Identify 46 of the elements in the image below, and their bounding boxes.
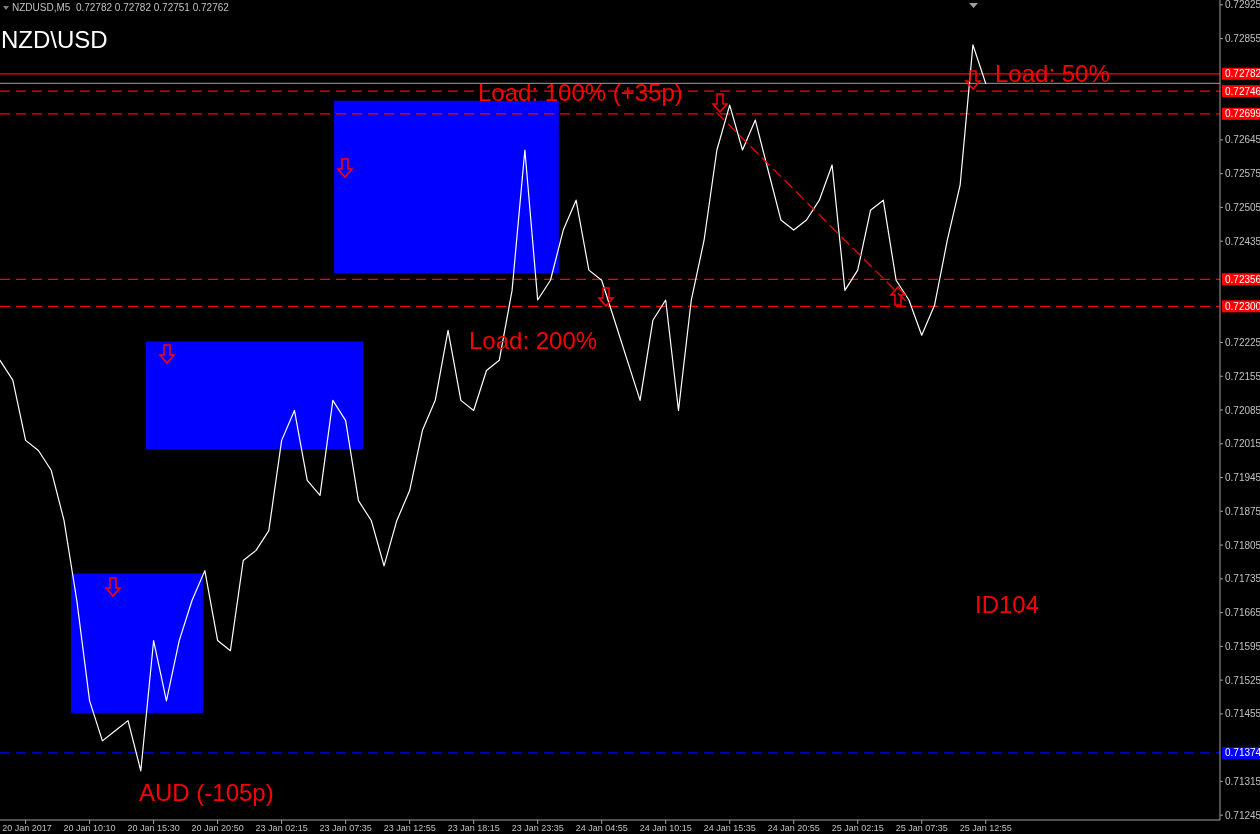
x-tick-label: 24 Jan 10:15 bbox=[639, 823, 692, 833]
x-tick-label: 20 Jan 20:50 bbox=[191, 823, 244, 833]
x-tick-label: 23 Jan 02:15 bbox=[255, 823, 308, 833]
ref-line-label: 0.71374 bbox=[1225, 747, 1260, 759]
x-tick-label: 20 Jan 15:30 bbox=[127, 823, 180, 833]
y-tick-label: 0.71455 bbox=[1225, 708, 1260, 720]
x-tick-label: 23 Jan 18:15 bbox=[447, 823, 500, 833]
y-tick-label: 0.72575 bbox=[1225, 168, 1260, 180]
y-tick-label: 0.71245 bbox=[1225, 809, 1260, 821]
y-tick-label: 0.71525 bbox=[1225, 674, 1260, 686]
ref-line-label: 0.72782 bbox=[1225, 68, 1260, 80]
chart-subtitle: NZDUSD,M5 0.72782 0.72782 0.72751 0.72762 bbox=[12, 2, 230, 13]
y-tick-label: 0.71805 bbox=[1225, 539, 1260, 551]
y-tick-label: 0.72155 bbox=[1225, 370, 1260, 382]
x-tick-label: 20 Jan 2017 bbox=[2, 823, 52, 833]
x-tick-label: 25 Jan 02:15 bbox=[831, 823, 884, 833]
y-tick-label: 0.71735 bbox=[1225, 573, 1260, 585]
ref-line-label: 0.72300 bbox=[1225, 300, 1260, 312]
y-tick-label: 0.72505 bbox=[1225, 201, 1260, 213]
y-tick-label: 0.72855 bbox=[1225, 33, 1260, 45]
y-tick-label: 0.72645 bbox=[1225, 134, 1260, 146]
ref-line-label: 0.72746 bbox=[1225, 85, 1260, 97]
x-tick-label: 20 Jan 10:10 bbox=[63, 823, 116, 833]
x-tick-label: 23 Jan 07:35 bbox=[319, 823, 372, 833]
ref-line-label: 0.72356 bbox=[1225, 273, 1260, 285]
x-tick-label: 25 Jan 12:55 bbox=[959, 823, 1012, 833]
y-tick-label: 0.72925 bbox=[1225, 0, 1260, 11]
y-tick-label: 0.71875 bbox=[1225, 505, 1260, 517]
x-tick-label: 23 Jan 12:55 bbox=[383, 823, 436, 833]
text: NZD\USD bbox=[1, 26, 108, 53]
x-tick-label: 24 Jan 15:35 bbox=[703, 823, 756, 833]
y-tick-label: 0.71595 bbox=[1225, 640, 1260, 652]
y-tick-label: 0.72015 bbox=[1225, 438, 1260, 450]
x-tick-label: 24 Jan 20:55 bbox=[767, 823, 820, 833]
y-tick-label: 0.71945 bbox=[1225, 472, 1260, 484]
y-tick-label: 0.71665 bbox=[1225, 607, 1260, 619]
x-tick-label: 24 Jan 04:55 bbox=[575, 823, 628, 833]
y-tick-label: 0.72225 bbox=[1225, 336, 1260, 348]
y-tick-label: 0.72435 bbox=[1225, 235, 1260, 247]
x-tick-label: 25 Jan 07:35 bbox=[895, 823, 948, 833]
y-tick-label: 0.72085 bbox=[1225, 404, 1260, 416]
annotation: AUD (-105p) bbox=[139, 779, 274, 807]
ref-line-label: 0.72699 bbox=[1225, 108, 1260, 120]
y-tick-label: 0.71315 bbox=[1225, 775, 1260, 787]
annotation: ID104 bbox=[975, 591, 1040, 619]
x-tick-label: 23 Jan 23:35 bbox=[511, 823, 564, 833]
